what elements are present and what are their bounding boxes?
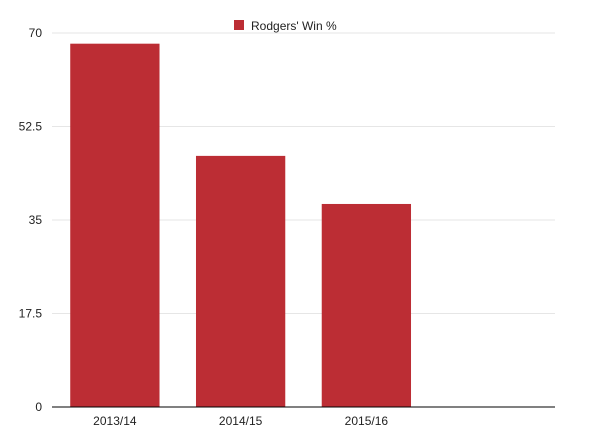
bar: [321, 203, 412, 407]
y-axis-ticks: 0 17.5 35 52.5 70: [19, 26, 43, 414]
y-tick-label: 35: [29, 213, 43, 227]
x-tick-label: 2013/14: [93, 414, 137, 428]
y-tick-label: 70: [29, 26, 43, 40]
bars: [70, 43, 412, 407]
bar: [70, 43, 160, 407]
legend: Rodgers' Win %: [234, 19, 337, 33]
legend-swatch: [234, 20, 244, 30]
y-tick-label: 52.5: [19, 120, 43, 134]
x-tick-label: 2015/16: [345, 414, 389, 428]
y-tick-label: 17.5: [19, 307, 43, 321]
x-tick-label: 2014/15: [219, 414, 263, 428]
y-tick-label: 0: [35, 400, 42, 414]
x-axis-ticks: 2013/14 2014/15 2015/16: [93, 414, 388, 428]
bar: [195, 155, 286, 407]
legend-label: Rodgers' Win %: [251, 19, 337, 33]
